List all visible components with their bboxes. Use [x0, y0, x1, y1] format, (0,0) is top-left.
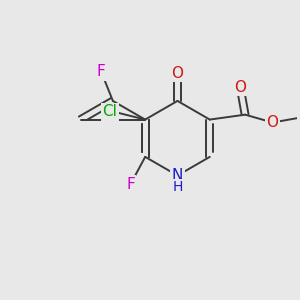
Text: O: O	[234, 80, 246, 95]
Text: H: H	[172, 180, 183, 194]
Text: Cl: Cl	[102, 104, 117, 119]
Text: O: O	[267, 115, 279, 130]
Text: O: O	[172, 66, 184, 81]
Text: F: F	[97, 64, 106, 79]
Text: N: N	[172, 169, 183, 182]
Text: N: N	[172, 168, 183, 183]
Text: F: F	[126, 177, 135, 192]
